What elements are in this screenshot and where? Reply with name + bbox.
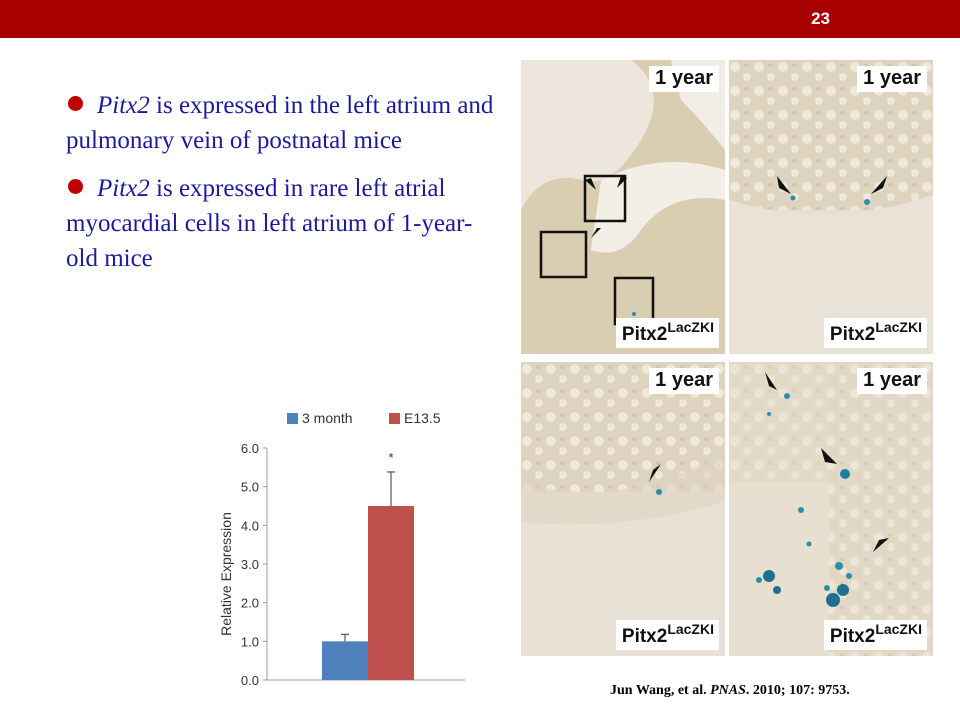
- bar-chart-svg: 0.0 1.0 2.0 3.0 4.0 5.0 6.0 Relative Expression…: [218, 410, 465, 688]
- y-tick-label: 4.0: [241, 518, 259, 533]
- year-label: 1 year: [857, 368, 927, 394]
- y-tick-label: 1.0: [241, 634, 259, 649]
- slide-number: 23: [811, 9, 830, 28]
- micrograph-panel-1: 1 year Pitx2LacZKI: [521, 60, 725, 354]
- genotype-label: Pitx2LacZKI: [823, 318, 927, 348]
- legend-label: 3 month: [302, 410, 353, 426]
- bullet-dot-icon: [68, 96, 83, 111]
- citation: Jun Wang, et al. PNAS. 2010; 107: 9753.: [610, 683, 850, 699]
- genotype-label: Pitx2LacZKI: [823, 620, 927, 650]
- bullet-list: Pitx2 is expressed in the left atrium an…: [66, 88, 496, 289]
- significance-star: *: [388, 450, 393, 465]
- legend-swatch: [287, 413, 298, 424]
- genotype-label: Pitx2LacZKI: [615, 318, 719, 348]
- title-bar: 23: [0, 0, 960, 38]
- citation-details: . 2010; 107: 9753.: [745, 683, 850, 698]
- tissue-image-2: [729, 60, 933, 354]
- citation-authors: Jun Wang, et al.: [610, 683, 711, 698]
- gene-name: Pitx2: [97, 92, 150, 119]
- micrograph-panel-2: 1 year Pitx2LacZKI: [729, 60, 933, 354]
- tissue-image-1: [521, 60, 725, 354]
- legend-swatch: [389, 413, 400, 424]
- bullet-text: is expressed in the left atrium and pulm…: [66, 92, 494, 154]
- y-tick-label: 6.0: [241, 441, 259, 456]
- bullet-dot-icon: [68, 179, 83, 194]
- y-tick-label: 2.0: [241, 596, 259, 611]
- year-label: 1 year: [857, 66, 927, 92]
- y-tick-label: 0.0: [241, 673, 259, 688]
- bar-chart: 0.0 1.0 2.0 3.0 4.0 5.0 6.0 Relative Expression…: [215, 400, 475, 700]
- gene-name: Pitx2: [97, 175, 150, 202]
- bar-2: [368, 506, 414, 680]
- tissue-image-3: [521, 362, 725, 656]
- bullet-text: is expressed in rare left atrial myocard…: [66, 175, 473, 272]
- year-label: 1 year: [649, 368, 719, 394]
- bullet-item: Pitx2 is expressed in the left atrium an…: [66, 88, 496, 158]
- bar-1: [322, 641, 368, 680]
- micrograph-panel-3: 1 year Pitx2LacZKI: [521, 362, 725, 656]
- year-label: 1 year: [649, 66, 719, 92]
- y-tick-label: 5.0: [241, 480, 259, 495]
- citation-journal: PNAS: [710, 683, 746, 698]
- micrograph-panel-4: 1 year Pitx2LacZKI: [729, 362, 933, 656]
- y-axis-label: Relative Expression: [218, 512, 234, 636]
- genotype-label: Pitx2LacZKI: [615, 620, 719, 650]
- y-tick-label: 3.0: [241, 557, 259, 572]
- tissue-image-4: [729, 362, 933, 656]
- legend-label: E13.5: [404, 410, 441, 426]
- bullet-item: Pitx2 is expressed in rare left atrial m…: [66, 171, 496, 276]
